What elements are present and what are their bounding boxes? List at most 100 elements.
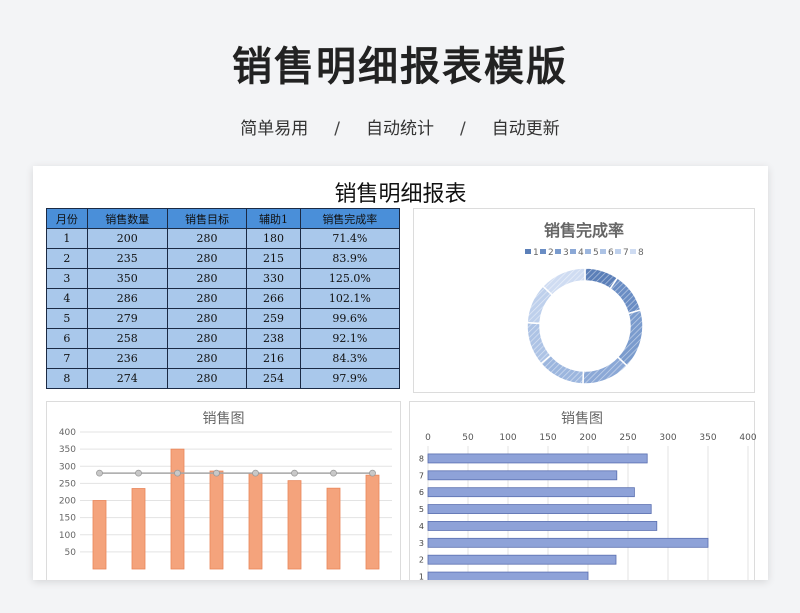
x-tick-label: 150	[539, 433, 556, 443]
h-bar	[427, 521, 658, 531]
cell-helper: 254	[246, 368, 301, 389]
y-category-label: 5	[419, 505, 424, 514]
cell-helper: 259	[246, 308, 301, 329]
sheet-title: 销售明细报表	[334, 182, 467, 207]
table-row: 8 274 280 254 97.9%	[46, 368, 401, 389]
y-category-label: 2	[419, 556, 424, 565]
y-tick-label: 100	[59, 531, 76, 541]
cell-month: 5	[46, 308, 88, 329]
legend-label: 1	[533, 248, 539, 258]
tag-separator: /	[334, 119, 340, 139]
donut-slice-texture	[582, 356, 628, 384]
h-bar	[427, 453, 648, 464]
cell-month: 6	[46, 328, 88, 349]
tag-separator: /	[460, 119, 466, 139]
h-bar	[427, 487, 635, 498]
cell-quantity: 350	[86, 268, 168, 289]
cell-quantity: 274	[86, 368, 168, 389]
legend-swatch	[540, 249, 546, 254]
target-point	[213, 469, 220, 477]
cell-helper: 180	[246, 228, 301, 249]
cell-month: 1	[46, 228, 88, 249]
cell-target: 280	[166, 368, 248, 389]
x-tick-label: 50	[462, 433, 474, 443]
cell-rate: 97.9%	[299, 368, 401, 389]
table-row: 4 286 280 266 102.1%	[46, 288, 401, 309]
table-row: 6 258 280 238 92.1%	[46, 328, 401, 349]
column-bar	[248, 473, 263, 570]
target-point	[135, 469, 142, 477]
column-bar	[287, 480, 302, 570]
column-bar	[131, 488, 146, 570]
col-target: 销售目标	[166, 208, 248, 229]
tagline: 简单易用 / 自动统计 / 自动更新	[0, 114, 800, 139]
sales-table: 月份 销售数量 销售目标 辅助1 销售完成率 1 200 280 180 71.4% 2 2…	[46, 208, 401, 389]
tag-auto-update: 自动更新	[491, 119, 560, 139]
col-helper: 辅助1	[246, 208, 301, 229]
legend-swatch	[585, 249, 591, 254]
y-category-label: 1	[419, 573, 424, 580]
cell-target: 280	[166, 268, 248, 289]
y-tick-label: 50	[65, 548, 77, 558]
sales-bar-chart: 销售图 0 50 100 150 200 250 300 350 400 1 2 3 4 5 6 7 8	[409, 401, 756, 580]
cell-rate: 71.4%	[299, 228, 401, 249]
cell-helper: 330	[246, 268, 301, 289]
donut-slice-texture	[542, 268, 585, 296]
target-point	[96, 469, 103, 477]
column-bar	[209, 470, 224, 570]
column-bar	[326, 487, 341, 570]
cell-quantity: 236	[86, 348, 168, 369]
h-bar	[427, 504, 652, 514]
x-tick-label: 350	[699, 433, 716, 443]
legend-label: 6	[608, 248, 614, 258]
cell-target: 280	[166, 288, 248, 309]
cell-month: 7	[46, 348, 88, 369]
cell-target: 280	[166, 348, 248, 369]
x-tick-label: 300	[659, 433, 676, 443]
column-chart-title: 销售图	[202, 411, 245, 427]
h-bar	[427, 554, 617, 565]
column-bar	[92, 500, 107, 570]
legend-label: 2	[548, 248, 554, 258]
legend-label: 5	[593, 248, 599, 258]
h-bar	[427, 537, 709, 548]
cell-helper: 266	[246, 288, 301, 309]
cell-month: 8	[46, 368, 88, 389]
cell-month: 3	[46, 268, 88, 289]
y-category-label: 6	[419, 488, 424, 497]
cell-quantity: 235	[86, 248, 168, 269]
y-category-label: 7	[419, 471, 424, 480]
y-category-label: 8	[419, 454, 424, 463]
donut-slice-texture	[540, 355, 584, 384]
table-row: 1 200 280 180 71.4%	[46, 228, 401, 249]
legend-label: 7	[623, 248, 629, 258]
y-category-label: 4	[419, 522, 424, 531]
column-bar	[170, 448, 185, 570]
cell-month: 2	[46, 248, 88, 269]
table-row: 5 279 280 259 99.6%	[46, 308, 401, 329]
legend-swatch	[555, 249, 561, 254]
cell-rate: 83.9%	[299, 248, 401, 269]
h-bar	[427, 470, 618, 481]
cell-quantity: 279	[86, 308, 168, 329]
col-quantity: 销售数量	[86, 208, 168, 229]
target-point	[369, 469, 376, 477]
legend-swatch	[630, 249, 636, 254]
donut-slice-texture	[527, 322, 551, 364]
y-tick-label: 300	[59, 462, 76, 472]
y-tick-label: 400	[59, 428, 76, 438]
cell-target: 280	[166, 228, 248, 249]
spreadsheet-preview: 销售明细报表 月份 销售数量 销售目标 辅助1 销售完成率 1 200 280 180…	[33, 166, 768, 580]
bar-chart-title: 销售图	[561, 411, 603, 427]
column-chart: 50 100 150 200 250 300 350 400	[59, 428, 392, 570]
legend-swatch	[615, 249, 621, 254]
legend-label: 3	[563, 248, 569, 258]
cell-rate: 125.0%	[299, 268, 401, 289]
y-tick-label: 250	[59, 479, 76, 489]
legend-swatch	[525, 249, 531, 254]
sales-column-chart: 销售图 50 100 150 200 250 300 350 400	[46, 401, 401, 580]
table-row: 7 236 280 216 84.3%	[46, 348, 401, 369]
x-tick-label: 250	[619, 433, 636, 443]
cell-quantity: 258	[86, 328, 168, 349]
donut-slice-texture	[610, 277, 641, 314]
